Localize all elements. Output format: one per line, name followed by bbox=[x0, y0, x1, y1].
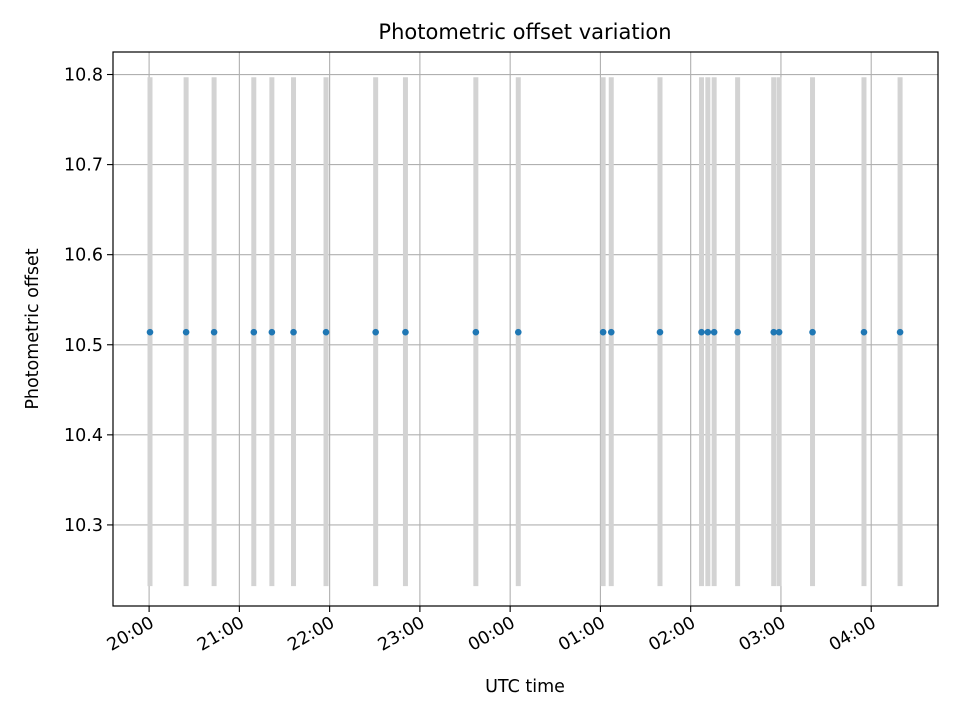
y-axis-ticks: 10.3 10.4 10.5 10.6 10.7 10.8 bbox=[64, 66, 113, 536]
data-point bbox=[734, 328, 741, 336]
data-point bbox=[656, 328, 664, 336]
data-point bbox=[704, 328, 712, 336]
x-axis-label: UTC time bbox=[485, 677, 565, 697]
data-point bbox=[770, 328, 778, 336]
y-tick-label: 10.8 bbox=[64, 66, 103, 86]
data-point bbox=[290, 328, 297, 336]
data-point bbox=[210, 328, 218, 336]
data-point bbox=[775, 328, 783, 336]
data-point bbox=[182, 328, 190, 336]
data-point bbox=[372, 328, 379, 336]
y-tick-label: 10.5 bbox=[64, 336, 103, 356]
y-tick-label: 10.3 bbox=[64, 516, 103, 536]
data-point bbox=[710, 328, 718, 336]
axes-frame bbox=[112, 51, 939, 607]
y-tick-label: 10.4 bbox=[64, 426, 103, 446]
data-point bbox=[860, 328, 868, 336]
y-tick-label: 10.7 bbox=[64, 156, 103, 176]
data-point bbox=[146, 328, 154, 336]
data-point bbox=[268, 328, 276, 336]
data-points bbox=[146, 328, 904, 336]
data-point bbox=[896, 328, 904, 336]
data-point bbox=[809, 328, 816, 336]
y-tick-label: 10.6 bbox=[64, 246, 103, 266]
data-point bbox=[599, 328, 607, 336]
data-point bbox=[514, 328, 522, 336]
data-point bbox=[472, 328, 480, 336]
data-point bbox=[250, 328, 258, 336]
data-point bbox=[698, 328, 705, 336]
data-point bbox=[402, 328, 409, 336]
chart-title: Photometric offset variation bbox=[378, 20, 671, 44]
y-axis-label: Photometric offset bbox=[23, 248, 43, 409]
data-point bbox=[607, 328, 615, 336]
grid bbox=[113, 52, 938, 606]
data-point bbox=[322, 328, 330, 336]
